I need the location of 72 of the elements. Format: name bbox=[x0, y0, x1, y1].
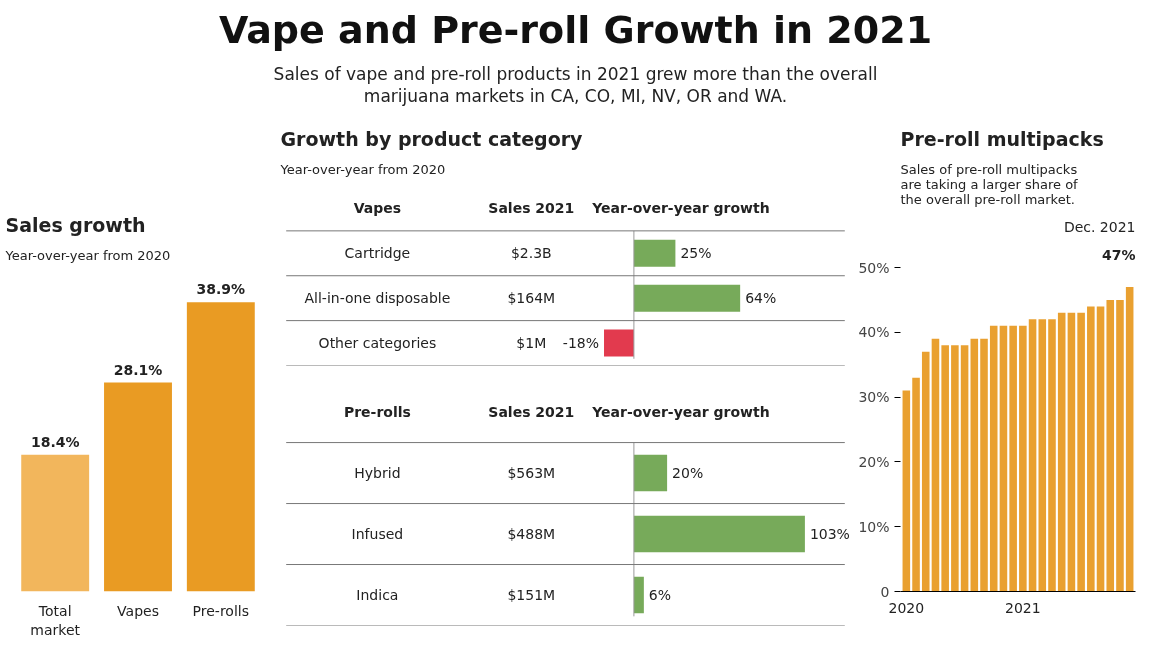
text: 47% bbox=[1101, 246, 1136, 263]
bar bbox=[921, 351, 930, 592]
data-label: 25% bbox=[680, 245, 712, 262]
text: $164M bbox=[507, 290, 556, 307]
text: Sales of vape and pre-roll products in 2021 grew more than the overall marijuana markets in CA, CO, MI, NV, OR and WA. bbox=[273, 63, 878, 106]
data-label: 28.1% bbox=[113, 361, 163, 378]
y-axis-title: Pre-rolls bbox=[343, 404, 411, 421]
data-label: 6% bbox=[648, 587, 672, 604]
chart-title: Pre-roll multipacks bbox=[900, 127, 1104, 150]
bar bbox=[980, 338, 988, 592]
data-label: -18% bbox=[562, 335, 600, 352]
bar bbox=[1096, 306, 1105, 592]
text: Growth by product category bbox=[280, 127, 584, 150]
text: $1M bbox=[516, 335, 547, 352]
bar bbox=[1009, 325, 1017, 592]
y-tick-label: Indica bbox=[356, 587, 399, 604]
text: Sales 2021 bbox=[488, 200, 575, 217]
y-tick-label: 30% bbox=[858, 389, 890, 406]
y-tick-label: 0 bbox=[880, 583, 890, 600]
data-label: 38.9% bbox=[196, 281, 246, 298]
bar bbox=[1077, 312, 1085, 592]
text: Year-over-year from 2020 bbox=[279, 161, 446, 177]
y-axis-title: Vapes bbox=[353, 200, 402, 217]
bar bbox=[1057, 312, 1066, 592]
bar bbox=[1106, 299, 1115, 592]
bar bbox=[1087, 306, 1095, 592]
bar bbox=[960, 345, 969, 592]
y-tick-label: 40% bbox=[858, 324, 890, 341]
bar bbox=[1067, 312, 1076, 592]
bar bbox=[1019, 325, 1027, 592]
bar bbox=[1116, 299, 1124, 592]
bar bbox=[1028, 319, 1037, 592]
y-tick-label: Other categories bbox=[318, 335, 437, 352]
y-tick-label: 20% bbox=[858, 453, 890, 470]
x-axis-title: Year-over-year growth bbox=[591, 200, 770, 217]
text: Vape and Pre-roll Growth in 2021 bbox=[218, 7, 933, 52]
x-tick-label: 2021 bbox=[1005, 599, 1041, 616]
bar bbox=[989, 325, 998, 592]
chart-title: Sales growth bbox=[5, 213, 146, 236]
bar bbox=[941, 345, 949, 592]
text: $563M bbox=[507, 465, 556, 482]
chart-subtitle: Sales of pre-roll multipacks are taking a larger share of the overall pre-roll market. bbox=[900, 161, 1079, 207]
text: $488M bbox=[507, 526, 556, 543]
x-tick-label: Pre-rolls bbox=[192, 602, 250, 619]
y-tick-label: 50% bbox=[858, 259, 890, 276]
chart-subtitle: Year-over-year from 2020 bbox=[4, 247, 171, 263]
y-tick-label: Infused bbox=[351, 526, 404, 543]
text: $2.3B bbox=[510, 245, 552, 262]
bar bbox=[970, 338, 979, 592]
y-tick-label: 10% bbox=[858, 518, 890, 535]
bar bbox=[999, 325, 1008, 592]
x-tick-label: 2020 bbox=[888, 599, 925, 616]
y-tick-label: Cartridge bbox=[344, 245, 411, 262]
text: $151M bbox=[507, 587, 556, 604]
y-tick-label: Hybrid bbox=[354, 465, 401, 482]
text: Dec. 2021 bbox=[1063, 218, 1136, 235]
bar bbox=[902, 390, 911, 592]
x-tick-label: Total market bbox=[30, 602, 81, 638]
bar bbox=[951, 345, 959, 592]
data-label: 103% bbox=[809, 526, 850, 543]
x-tick-label: Vapes bbox=[117, 602, 159, 619]
x-axis-title: Year-over-year growth bbox=[591, 404, 770, 421]
data-label: 64% bbox=[745, 290, 777, 307]
y-tick-label: All-in-one disposable bbox=[304, 290, 451, 307]
bar bbox=[1048, 319, 1056, 592]
text: Sales 2021 bbox=[488, 404, 575, 421]
data-label: 18.4% bbox=[30, 433, 80, 450]
bar bbox=[931, 338, 940, 592]
bar bbox=[1125, 286, 1134, 592]
data-label: 20% bbox=[672, 465, 704, 482]
bar bbox=[1038, 319, 1047, 592]
bar bbox=[912, 377, 920, 592]
